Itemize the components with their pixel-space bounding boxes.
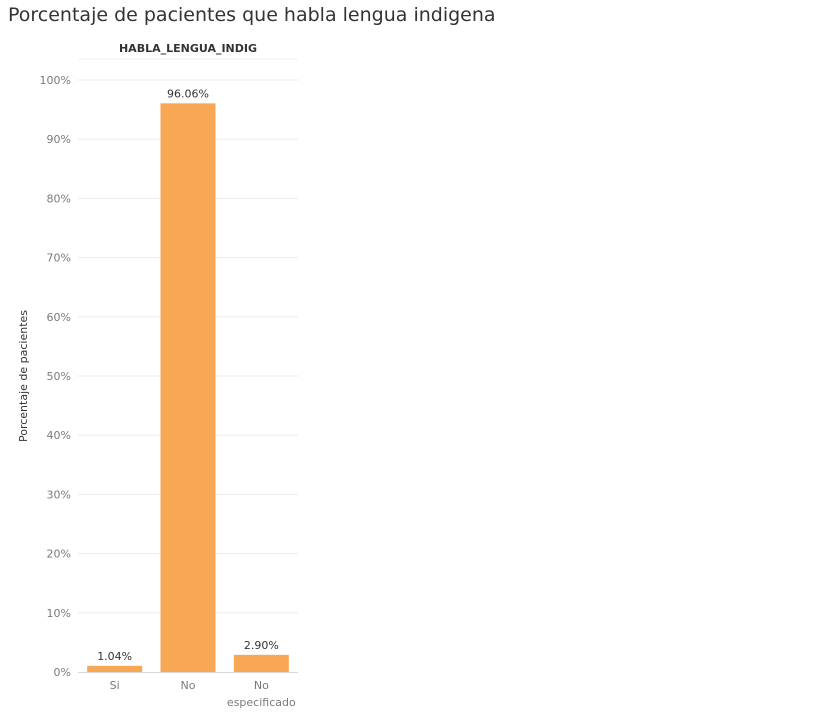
x-tick-label: No — [254, 679, 269, 692]
y-tick-label: 100% — [40, 74, 71, 87]
x-tick-label: especificado — [227, 696, 296, 709]
bar — [160, 103, 216, 672]
y-tick-label: 70% — [47, 252, 71, 265]
y-axis-title: Porcentaje de pacientes — [17, 310, 30, 442]
y-tick-label: 0% — [54, 666, 71, 679]
y-tick-label: 40% — [47, 429, 71, 442]
x-tick-label: No — [181, 679, 196, 692]
chart-title: Porcentaje de pacientes que habla lengua… — [8, 4, 496, 26]
bar-value-label: 96.06% — [167, 87, 209, 100]
y-tick-label: 60% — [47, 311, 71, 324]
y-tick-label: 10% — [47, 607, 71, 620]
bar — [87, 665, 143, 672]
y-tick-label: 90% — [47, 133, 71, 146]
y-tick-label: 80% — [47, 192, 71, 205]
bar — [233, 654, 289, 672]
y-tick-label: 50% — [47, 370, 71, 383]
y-tick-label: 20% — [47, 548, 71, 561]
bar-value-label: 1.04% — [97, 650, 132, 663]
bar-value-label: 2.90% — [244, 639, 279, 652]
x-tick-label: Si — [110, 679, 120, 692]
y-tick-label: 30% — [47, 488, 71, 501]
chart-header: HABLA_LENGUA_INDIG — [119, 42, 257, 55]
